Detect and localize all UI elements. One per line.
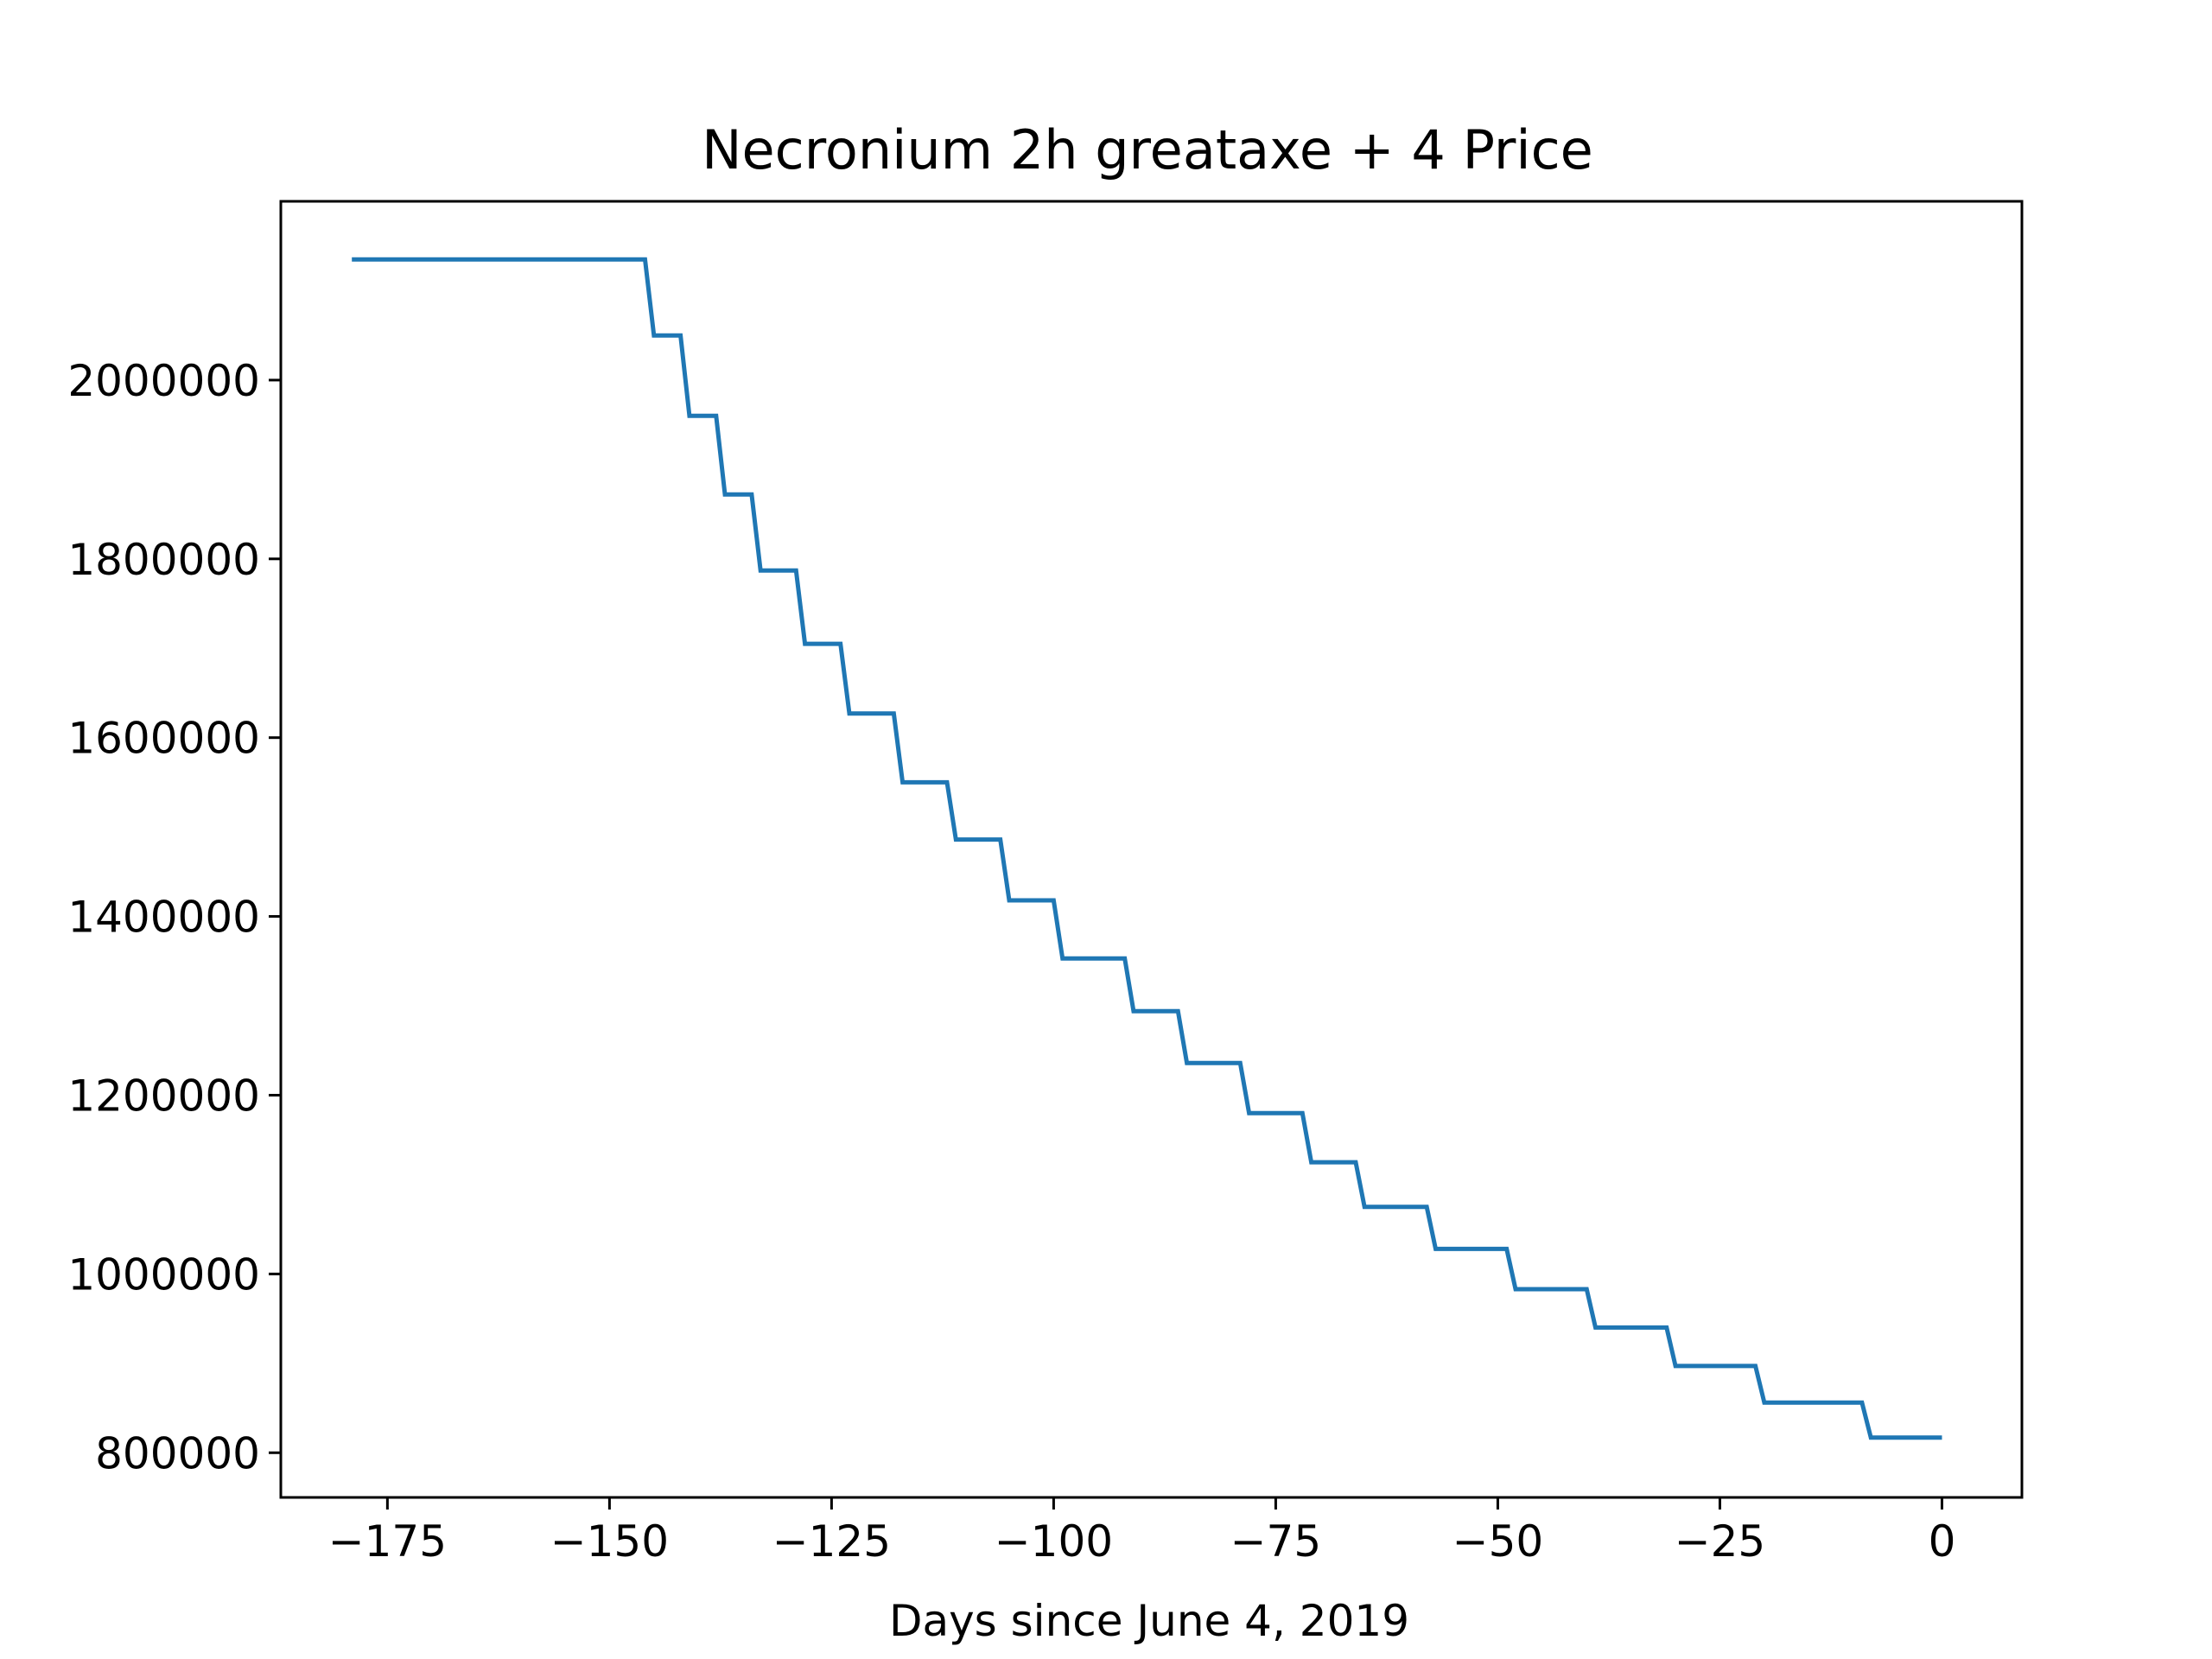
y-tick-label: 1800000	[67, 535, 260, 585]
chart-title: Necronium 2h greataxe + 4 Price	[702, 118, 1593, 181]
x-tick-label: −75	[1230, 1516, 1322, 1567]
y-tick-label: 800000	[95, 1428, 260, 1478]
x-tick-label: −150	[550, 1516, 669, 1567]
plot-area	[352, 257, 1942, 1440]
x-tick-label: −175	[328, 1516, 447, 1567]
y-axis: 800000 1000000 1200000 1400000 1600000 180000…	[67, 356, 281, 1478]
x-tick-label: −50	[1452, 1516, 1544, 1567]
y-tick-label: 2000000	[67, 356, 260, 406]
x-tick-label: 0	[1929, 1516, 1956, 1567]
x-tick-label: −100	[995, 1516, 1113, 1567]
x-tick-label: −25	[1675, 1516, 1766, 1567]
x-tick-label: −125	[772, 1516, 891, 1567]
y-tick-label: 1000000	[67, 1249, 260, 1300]
y-tick-label: 1200000	[67, 1071, 260, 1121]
x-axis: −175 −150 −125 −100 −75 −50 −25 0	[328, 1497, 1956, 1567]
y-tick-label: 1400000	[67, 893, 260, 943]
price-series-line	[352, 257, 1942, 1440]
y-tick-label: 1600000	[67, 714, 260, 764]
plot-frame	[279, 200, 2024, 1499]
x-axis-label: Days since June 4, 2019	[889, 1596, 1409, 1646]
